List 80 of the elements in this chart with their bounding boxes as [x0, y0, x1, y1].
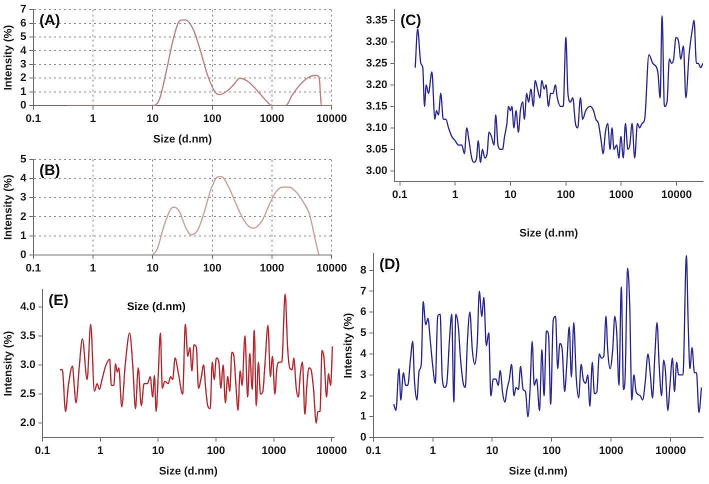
y-tick-label: 1 [20, 86, 26, 98]
annotation: (D) [379, 256, 400, 274]
y-tick-label: 3 [20, 192, 26, 204]
x-tick-label: 10 [146, 262, 159, 274]
x-tick-label: 100 [206, 445, 226, 458]
x-tick-label: 1 [90, 262, 96, 274]
x-tick-label: 1000 [260, 262, 284, 274]
y-tick-label: 4 [360, 348, 368, 360]
y-tick-label: 2 [360, 390, 366, 402]
y-axis-title: Intensity (%) [2, 330, 15, 396]
x-tick-label: 100 [542, 445, 561, 458]
x-tick-label: 100 [556, 189, 576, 202]
x-tick-label: 0.1 [366, 445, 381, 458]
x-tick-label: 1000 [598, 445, 624, 458]
y-tick-label: 2.0 [20, 417, 36, 430]
x-tick-label: 0.1 [392, 189, 408, 202]
y-tick-label: 0 [360, 432, 366, 444]
y-axis-title: Intensity (%) [2, 24, 15, 90]
x-tick-label: 10000 [316, 113, 348, 126]
y-tick-label: 3 [20, 58, 26, 70]
annotation: (C) [400, 12, 422, 30]
x-tick-label: 1000 [260, 113, 284, 126]
y-tick-label: 3.10 [366, 122, 388, 134]
y-tick-label: 6 [20, 17, 26, 30]
y-tick-label: 4 [20, 44, 28, 57]
y-tick-label: 3.5 [20, 330, 36, 342]
annotation: (A) [39, 12, 60, 30]
y-tick-label: 3.05 [366, 143, 388, 156]
y-tick-label: 0 [20, 100, 26, 112]
x-tick-label: 10000 [316, 445, 347, 458]
x-tick-label: 0.1 [26, 262, 41, 274]
annotation: Size (d.nm) [127, 301, 186, 314]
y-axis-title: Intensity (%) [342, 312, 355, 378]
y-tick-label: 7 [360, 285, 366, 298]
x-tick-label: 10 [504, 189, 517, 202]
x-tick-label: 10000 [655, 445, 686, 458]
y-tick-label: 3.00 [366, 164, 388, 177]
x-tick-label: 10 [486, 445, 498, 458]
x-tick-label: 1 [90, 113, 96, 126]
x-tick-label: 1 [97, 445, 104, 458]
annotation: (B) [39, 162, 60, 180]
x-tick-label: 10 [146, 113, 159, 126]
y-tick-label: 3.25 [366, 57, 388, 70]
y-tick-label: 3 [360, 368, 366, 381]
x-tick-label: 1 [452, 189, 458, 202]
y-tick-label: 5 [360, 327, 366, 340]
y-tick-label: 8 [360, 264, 366, 276]
x-tick-label: 1000 [262, 445, 286, 458]
x-tick-label: 0.1 [26, 113, 41, 126]
x-tick-label: 10000 [316, 262, 348, 274]
y-tick-label: 3.30 [366, 36, 388, 48]
y-tick-label: 5 [20, 154, 26, 166]
x-tick-label: 1 [430, 445, 436, 458]
x-axis-title: Size (d.nm) [519, 227, 578, 240]
y-axis-title: Intensity (%) [2, 174, 15, 240]
y-tick-label: 0 [20, 248, 26, 261]
y-tick-label: 2.5 [20, 388, 36, 400]
y-tick-label: 3.35 [366, 14, 388, 26]
y-tick-label: 5 [20, 31, 26, 44]
y-tick-label: 4 [20, 172, 28, 185]
y-tick-label: 3.15 [366, 100, 388, 112]
x-tick-label: 10 [152, 445, 164, 458]
x-axis-title: Size (d.nm) [508, 465, 568, 478]
x-tick-label: 1000 [608, 189, 634, 202]
y-tick-label: 3.20 [366, 78, 388, 91]
x-tick-label: 0.1 [34, 445, 50, 458]
y-tick-label: 2 [20, 72, 26, 84]
x-tick-label: 100 [203, 262, 222, 274]
annotation: (E) [48, 292, 68, 310]
x-tick-label: 10000 [661, 189, 692, 202]
y-tick-label: 3.0 [20, 359, 36, 372]
x-axis-title: Size (d.nm) [153, 133, 212, 146]
y-tick-label: 6 [360, 306, 366, 318]
y-tick-label: 1 [20, 230, 26, 242]
x-tick-label: 100 [203, 113, 222, 126]
x-axis-title: Size (d.nm) [158, 465, 218, 478]
y-tick-label: 4.0 [20, 301, 36, 314]
y-tick-label: 7 [20, 4, 26, 16]
y-tick-label: 1 [360, 410, 366, 423]
y-tick-label: 2 [20, 210, 26, 223]
